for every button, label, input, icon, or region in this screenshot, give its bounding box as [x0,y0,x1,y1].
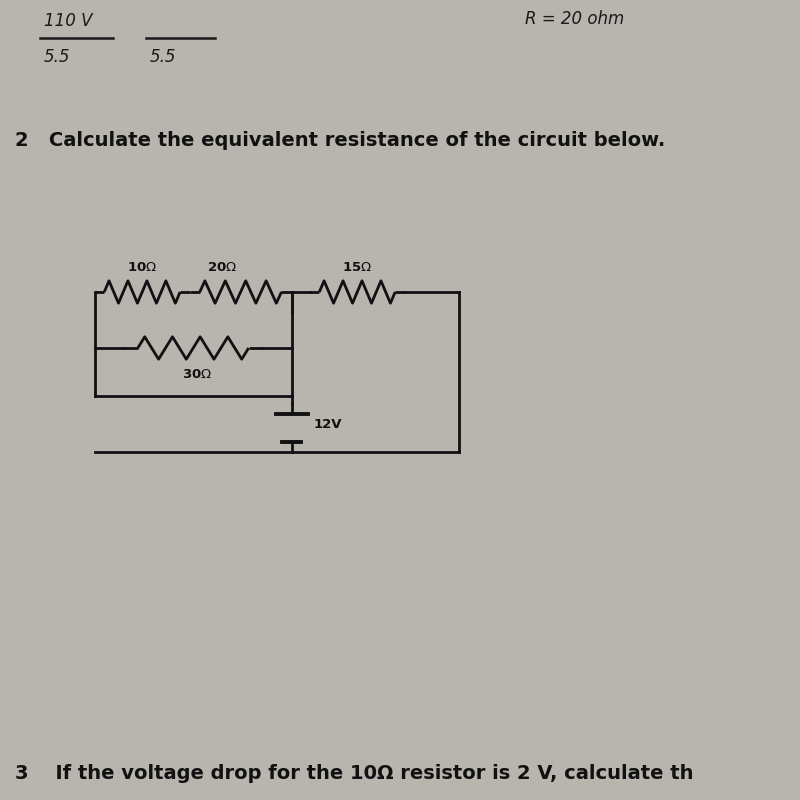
Text: 2   Calculate the equivalent resistance of the circuit below.: 2 Calculate the equivalent resistance of… [14,130,665,150]
Text: 12V: 12V [314,418,342,430]
Text: 5.5: 5.5 [150,48,176,66]
Text: 30$\Omega$: 30$\Omega$ [182,368,212,381]
Text: 3    If the voltage drop for the 10Ω resistor is 2 V, calculate th: 3 If the voltage drop for the 10Ω resist… [14,764,693,783]
Text: R = 20 ohm: R = 20 ohm [525,10,624,28]
Text: 20$\Omega$: 20$\Omega$ [207,262,238,274]
Text: 15$\Omega$: 15$\Omega$ [342,262,372,274]
Text: 10$\Omega$: 10$\Omega$ [127,262,158,274]
Text: 110 V: 110 V [44,12,92,30]
Text: 5.5: 5.5 [44,48,70,66]
